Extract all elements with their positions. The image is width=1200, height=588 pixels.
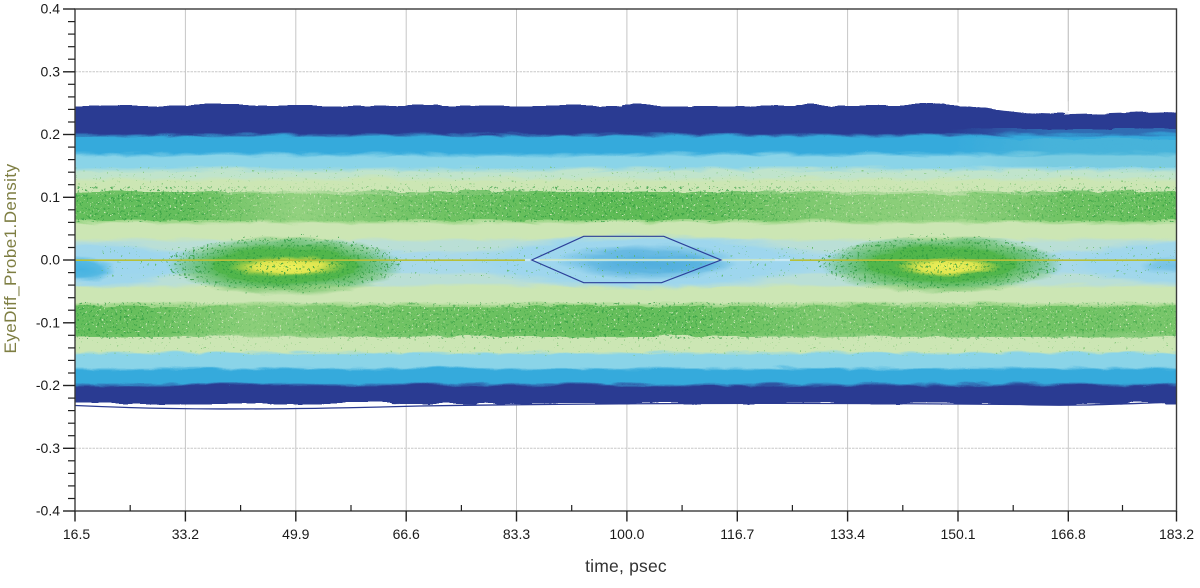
- svg-text:time, psec: time, psec: [585, 556, 667, 576]
- svg-text:183.2: 183.2: [1159, 526, 1194, 542]
- svg-text:0.2: 0.2: [41, 126, 61, 142]
- svg-text:133.4: 133.4: [830, 526, 865, 542]
- svg-text:100.0: 100.0: [609, 526, 644, 542]
- svg-text:0.0: 0.0: [41, 252, 61, 268]
- svg-text:-0.4: -0.4: [36, 503, 60, 519]
- svg-text:-0.1: -0.1: [36, 314, 60, 330]
- svg-text:0.1: 0.1: [41, 189, 61, 205]
- svg-text:116.7: 116.7: [720, 526, 754, 542]
- svg-text:83.3: 83.3: [503, 526, 530, 542]
- svg-text:49.9: 49.9: [282, 526, 309, 542]
- svg-text:166.8: 166.8: [1051, 526, 1086, 542]
- svg-text:0.4: 0.4: [41, 1, 61, 17]
- svg-text:33.2: 33.2: [172, 526, 199, 542]
- svg-text:0.3: 0.3: [41, 63, 61, 79]
- svg-text:66.6: 66.6: [393, 526, 420, 542]
- svg-text:-0.2: -0.2: [36, 377, 60, 393]
- svg-text:-0.3: -0.3: [36, 440, 60, 456]
- svg-text:16.5: 16.5: [63, 526, 90, 542]
- svg-text:150.1: 150.1: [940, 526, 975, 542]
- svg-text:EyeDiff_Probe1.Density: EyeDiff_Probe1.Density: [1, 163, 20, 353]
